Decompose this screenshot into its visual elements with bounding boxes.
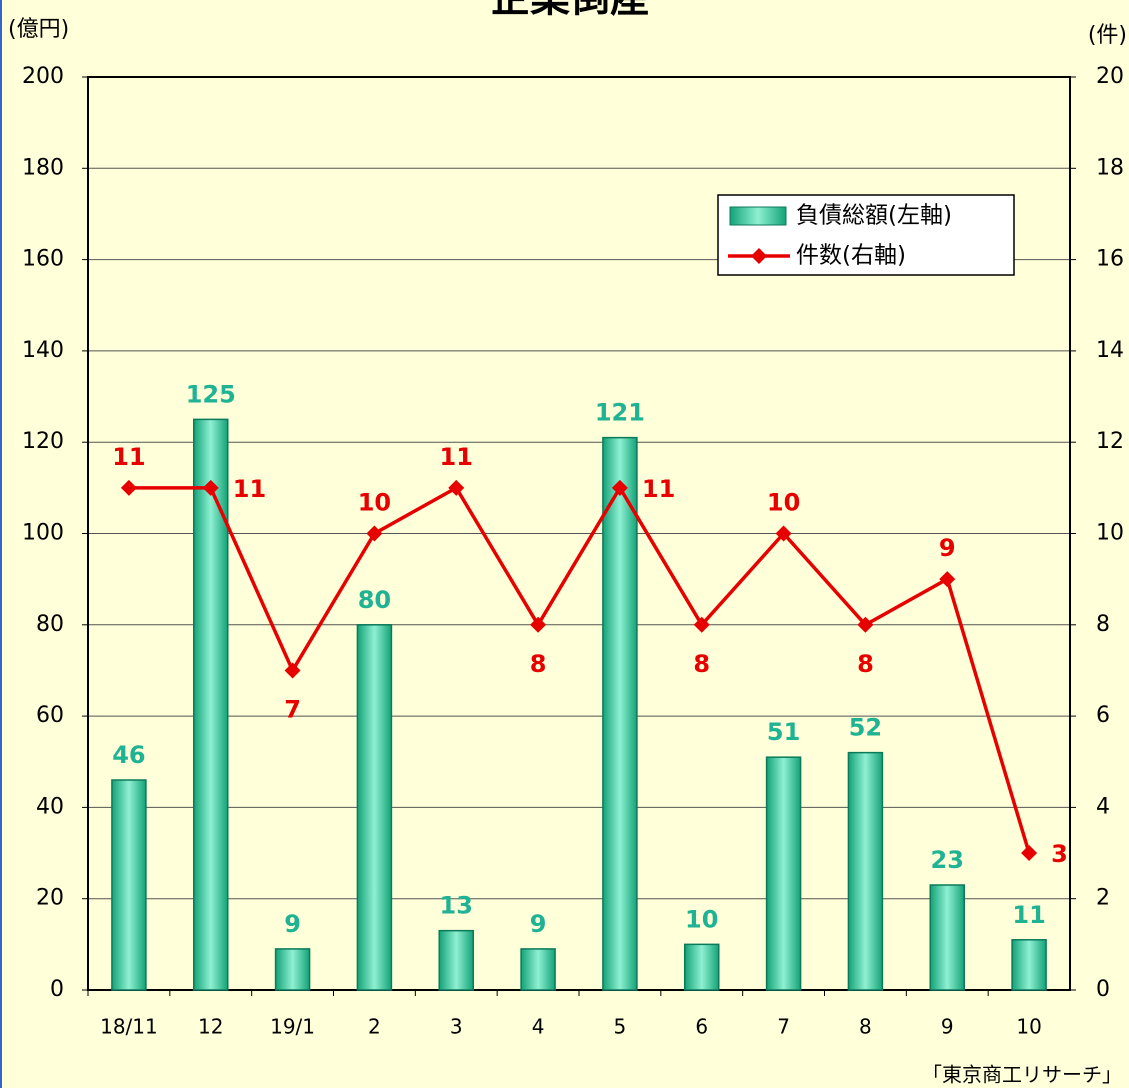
y2-tick-label: 0 bbox=[1096, 977, 1110, 1002]
line-value-label: 7 bbox=[284, 695, 301, 723]
bar bbox=[929, 884, 965, 991]
x-tick-label: 12 bbox=[198, 1015, 223, 1039]
bar bbox=[356, 624, 393, 991]
line-value-label: 8 bbox=[530, 650, 547, 678]
chart-title: 企業倒産 bbox=[490, 0, 650, 21]
bar bbox=[847, 751, 884, 991]
line-value-label: 9 bbox=[939, 534, 956, 562]
bar bbox=[274, 948, 311, 991]
y-tick-label: 160 bbox=[22, 247, 64, 272]
y-tick-label: 180 bbox=[22, 155, 64, 180]
bar-value-label: 125 bbox=[186, 380, 236, 408]
legend-label: 負債総額(左軸) bbox=[796, 203, 952, 229]
x-tick-label: 9 bbox=[941, 1015, 954, 1039]
bar-value-label: 46 bbox=[112, 741, 145, 769]
y2-axis-label: (件) bbox=[1088, 23, 1127, 48]
line-marker bbox=[202, 479, 219, 496]
y2-tick-label: 12 bbox=[1096, 429, 1124, 454]
bar-value-label: 23 bbox=[931, 846, 964, 874]
bar-value-label: 9 bbox=[284, 910, 301, 938]
y-tick-label: 100 bbox=[22, 521, 64, 546]
y2-tick-label: 2 bbox=[1096, 886, 1110, 911]
line-value-label: 10 bbox=[358, 489, 391, 517]
y-axis-label: (億円) bbox=[8, 17, 69, 42]
line-marker bbox=[775, 525, 792, 542]
y2-tick-label: 14 bbox=[1096, 338, 1124, 363]
y2-tick-label: 10 bbox=[1096, 521, 1124, 546]
bar-value-label: 13 bbox=[440, 892, 473, 920]
y2-tick-label: 6 bbox=[1096, 703, 1110, 728]
line-marker bbox=[120, 479, 137, 496]
bar bbox=[765, 756, 802, 991]
legend-swatch bbox=[729, 206, 787, 226]
line-value-label: 8 bbox=[693, 650, 710, 678]
line-marker bbox=[939, 571, 956, 588]
line-marker bbox=[611, 479, 628, 496]
line-value-label: 8 bbox=[857, 650, 874, 678]
line-marker bbox=[530, 616, 547, 633]
y2-tick-label: 18 bbox=[1096, 155, 1124, 180]
x-tick-label: 7 bbox=[777, 1015, 790, 1039]
line-value-label: 11 bbox=[112, 443, 145, 471]
x-tick-label: 6 bbox=[695, 1015, 708, 1039]
y-tick-label: 200 bbox=[22, 64, 64, 89]
line-value-label: 3 bbox=[1051, 840, 1068, 868]
y-tick-label: 120 bbox=[22, 429, 64, 454]
bar bbox=[438, 929, 474, 991]
y-tick-label: 140 bbox=[22, 338, 64, 363]
legend-label: 件数(右軸) bbox=[796, 243, 906, 269]
line-marker bbox=[693, 616, 710, 633]
bar-value-label: 11 bbox=[1012, 901, 1045, 929]
y2-tick-label: 16 bbox=[1096, 247, 1124, 272]
bar-value-label: 10 bbox=[685, 905, 718, 933]
y2-tick-label: 8 bbox=[1096, 612, 1110, 637]
x-tick-label: 19/1 bbox=[270, 1015, 315, 1039]
x-tick-label: 4 bbox=[532, 1015, 545, 1039]
line-marker bbox=[366, 525, 383, 542]
legend-marker bbox=[751, 248, 767, 264]
y2-tick-label: 4 bbox=[1096, 794, 1110, 819]
line-marker bbox=[1021, 845, 1038, 862]
line-value-label: 10 bbox=[767, 489, 800, 517]
bar bbox=[1011, 939, 1047, 991]
y-tick-label: 80 bbox=[36, 612, 64, 637]
source: 「東京商工リサーチ」 bbox=[922, 1063, 1122, 1087]
x-tick-label: 10 bbox=[1016, 1015, 1041, 1039]
line-value-label: 11 bbox=[233, 475, 266, 503]
bar-value-label: 80 bbox=[358, 586, 391, 614]
line-marker bbox=[284, 662, 301, 679]
y-tick-label: 40 bbox=[36, 794, 64, 819]
y-tick-label: 60 bbox=[36, 703, 64, 728]
bar bbox=[602, 436, 638, 991]
x-tick-label: 5 bbox=[614, 1015, 627, 1039]
y-tick-label: 0 bbox=[50, 977, 64, 1002]
y-tick-label: 20 bbox=[36, 886, 64, 911]
x-tick-label: 18/11 bbox=[100, 1015, 158, 1039]
x-tick-label: 8 bbox=[859, 1015, 872, 1039]
line-marker bbox=[448, 479, 465, 496]
bar-value-label: 121 bbox=[595, 399, 645, 427]
line-value-label: 11 bbox=[642, 475, 675, 503]
y2-tick-label: 20 bbox=[1096, 64, 1124, 89]
x-tick-label: 2 bbox=[368, 1015, 381, 1039]
bar bbox=[520, 948, 556, 991]
bar-value-label: 51 bbox=[767, 718, 800, 746]
bar bbox=[193, 418, 229, 991]
bar-value-label: 52 bbox=[849, 714, 882, 742]
bar bbox=[111, 779, 147, 991]
bar-value-label: 9 bbox=[530, 910, 547, 938]
line-value-label: 11 bbox=[440, 443, 473, 471]
line bbox=[128, 484, 1031, 854]
line-marker bbox=[857, 616, 874, 633]
bar bbox=[684, 943, 720, 991]
x-tick-label: 3 bbox=[450, 1015, 463, 1039]
